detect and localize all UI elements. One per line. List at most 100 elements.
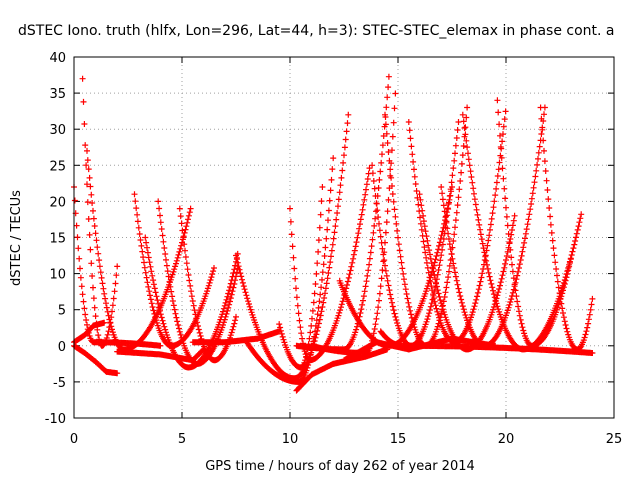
- data-point: [431, 272, 438, 279]
- data-point: [554, 278, 561, 285]
- data-point: [475, 286, 482, 293]
- data-point: [388, 174, 395, 181]
- data-point: [359, 301, 366, 308]
- data-point: [239, 279, 246, 286]
- data-point: [191, 307, 198, 314]
- data-point: [440, 309, 447, 315]
- data-point: [319, 276, 325, 283]
- data-point: [333, 216, 340, 223]
- data-point: [486, 273, 493, 280]
- data-point: [452, 150, 458, 157]
- data-point: [402, 286, 409, 293]
- data-point: [442, 289, 449, 296]
- data-point: [422, 249, 429, 256]
- data-point: [144, 279, 151, 286]
- data-point: [439, 303, 446, 310]
- data-point: [506, 301, 513, 308]
- data-point: [312, 334, 319, 341]
- data-point: [325, 270, 332, 276]
- data-point: [385, 282, 392, 289]
- data-point: [373, 315, 380, 322]
- data-point: [390, 119, 397, 126]
- data-point: [323, 235, 330, 242]
- data-point: [536, 143, 543, 150]
- data-points: [71, 73, 596, 394]
- data-point: [173, 260, 179, 267]
- data-point: [78, 283, 85, 290]
- data-point: [144, 244, 150, 251]
- data-point: [516, 312, 523, 319]
- data-point: [468, 174, 475, 180]
- data-point: [336, 189, 343, 196]
- x-tick-label: 0: [70, 432, 78, 447]
- data-point: [560, 310, 566, 316]
- data-point: [458, 296, 465, 303]
- data-point: [375, 214, 382, 221]
- x-tick-label: 20: [498, 432, 515, 447]
- data-point: [316, 224, 323, 231]
- data-point: [279, 333, 286, 340]
- data-point: [440, 202, 447, 209]
- data-point: [373, 208, 379, 215]
- data-point: [211, 265, 217, 271]
- data-point: [237, 270, 244, 277]
- data-point: [109, 329, 116, 336]
- data-point: [521, 239, 528, 246]
- data-point: [197, 333, 204, 339]
- data-point: [556, 290, 563, 297]
- data-point: [322, 244, 329, 251]
- data-point: [169, 298, 176, 304]
- data-point: [570, 245, 577, 252]
- data-point: [353, 239, 360, 246]
- data-point: [439, 196, 446, 203]
- data-point: [458, 299, 465, 306]
- data-point: [241, 286, 248, 293]
- data-point: [516, 265, 522, 271]
- data-point: [293, 294, 300, 301]
- data-point: [223, 310, 230, 317]
- data-point: [337, 307, 344, 314]
- data-point: [350, 255, 357, 262]
- data-point: [312, 328, 319, 335]
- data-point: [443, 219, 450, 226]
- data-point: [484, 265, 491, 272]
- data-point: [432, 276, 439, 283]
- data-point: [496, 286, 503, 292]
- data-point: [247, 306, 254, 313]
- data-point: [387, 166, 394, 173]
- data-point: [90, 215, 97, 222]
- data-point: [320, 261, 327, 268]
- data-point: [566, 260, 573, 266]
- data-point: [434, 323, 441, 330]
- data-point: [374, 207, 381, 214]
- y-tick-label: 30: [49, 123, 66, 138]
- data-point: [387, 291, 394, 298]
- data-point: [176, 248, 183, 255]
- data-point: [77, 265, 83, 272]
- data-point: [80, 98, 87, 105]
- data-point: [433, 279, 439, 286]
- data-point: [477, 226, 484, 233]
- data-point: [563, 325, 570, 332]
- data-point: [388, 295, 395, 302]
- data-point: [200, 346, 207, 353]
- data-point: [185, 272, 192, 278]
- data-point: [527, 206, 534, 213]
- data-point: [542, 168, 549, 174]
- data-point: [425, 269, 432, 276]
- data-point: [220, 305, 227, 312]
- data-point: [461, 125, 468, 131]
- x-tick-label: 10: [282, 432, 299, 447]
- x-tick-label: 5: [178, 432, 186, 447]
- data-point: [345, 111, 352, 118]
- y-tick-label: -5: [53, 376, 66, 391]
- data-point: [550, 245, 557, 252]
- data-point: [314, 260, 321, 267]
- data-point: [382, 111, 388, 118]
- data-point: [463, 137, 470, 144]
- data-point: [455, 285, 462, 292]
- data-point: [232, 277, 239, 284]
- data-point: [549, 237, 556, 244]
- data-point: [438, 300, 445, 307]
- data-point: [195, 323, 201, 329]
